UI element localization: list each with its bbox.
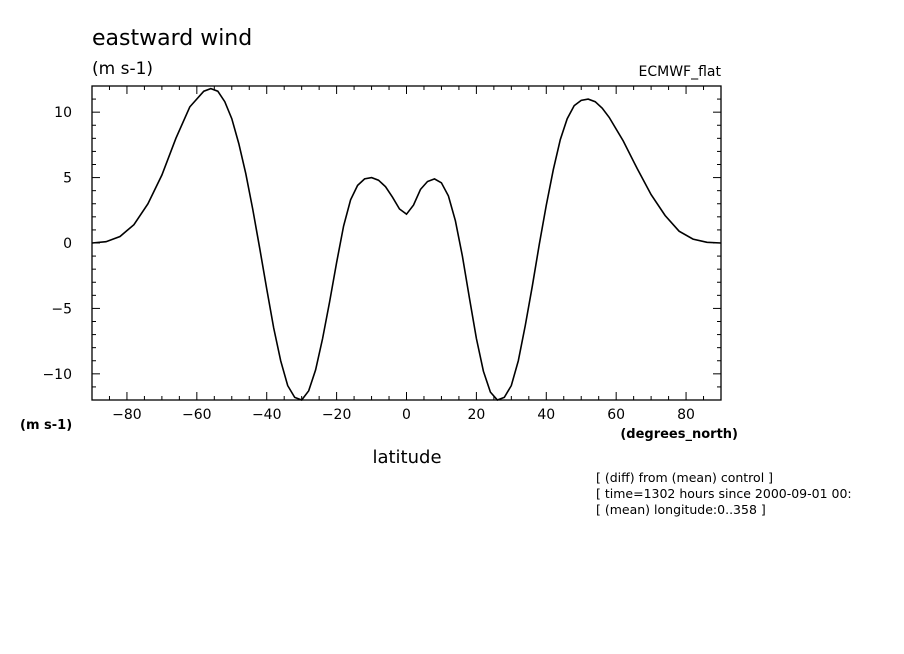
series-line xyxy=(91,87,722,401)
y-tick-label: 5 xyxy=(63,171,72,187)
dataset-label: ECMWF_flat xyxy=(639,64,722,80)
x-tick-label: −20 xyxy=(322,407,352,423)
chart-units: (m s-1) xyxy=(92,59,153,79)
plot-frame xyxy=(91,85,722,401)
x-tick-label: −60 xyxy=(182,407,212,423)
y-tick-label: 10 xyxy=(54,105,72,121)
y-tick-label: 0 xyxy=(63,236,72,252)
x-tick-label: −80 xyxy=(112,407,142,423)
y-units-label: (m s-1) xyxy=(20,418,72,433)
chart-title: eastward wind xyxy=(92,26,252,51)
x-units-label: (degrees_north) xyxy=(620,427,738,442)
axis-ticks xyxy=(91,85,722,401)
x-tick-label: −40 xyxy=(252,407,282,423)
x-axis-label: latitude xyxy=(372,447,441,468)
annotation-longitude: [ (mean) longitude:0..358 ] xyxy=(596,502,766,517)
y-tick-label: −5 xyxy=(51,301,72,317)
x-tick-label: 80 xyxy=(677,407,695,423)
x-tick-label: 60 xyxy=(607,407,625,423)
y-tick-label: −10 xyxy=(42,367,72,383)
x-tick-label: 20 xyxy=(467,407,485,423)
y-tick-labels: 10 5 0 −5 −10 xyxy=(42,105,72,383)
annotation-diff: [ (diff) from (mean) control ] xyxy=(596,470,773,485)
annotation-time: [ time=1302 hours since 2000-09-01 00: xyxy=(596,486,852,501)
x-tick-label: 0 xyxy=(402,407,411,423)
x-tick-label: 40 xyxy=(537,407,555,423)
x-tick-labels: −80 −60 −40 −20 0 20 40 60 80 xyxy=(112,407,695,423)
